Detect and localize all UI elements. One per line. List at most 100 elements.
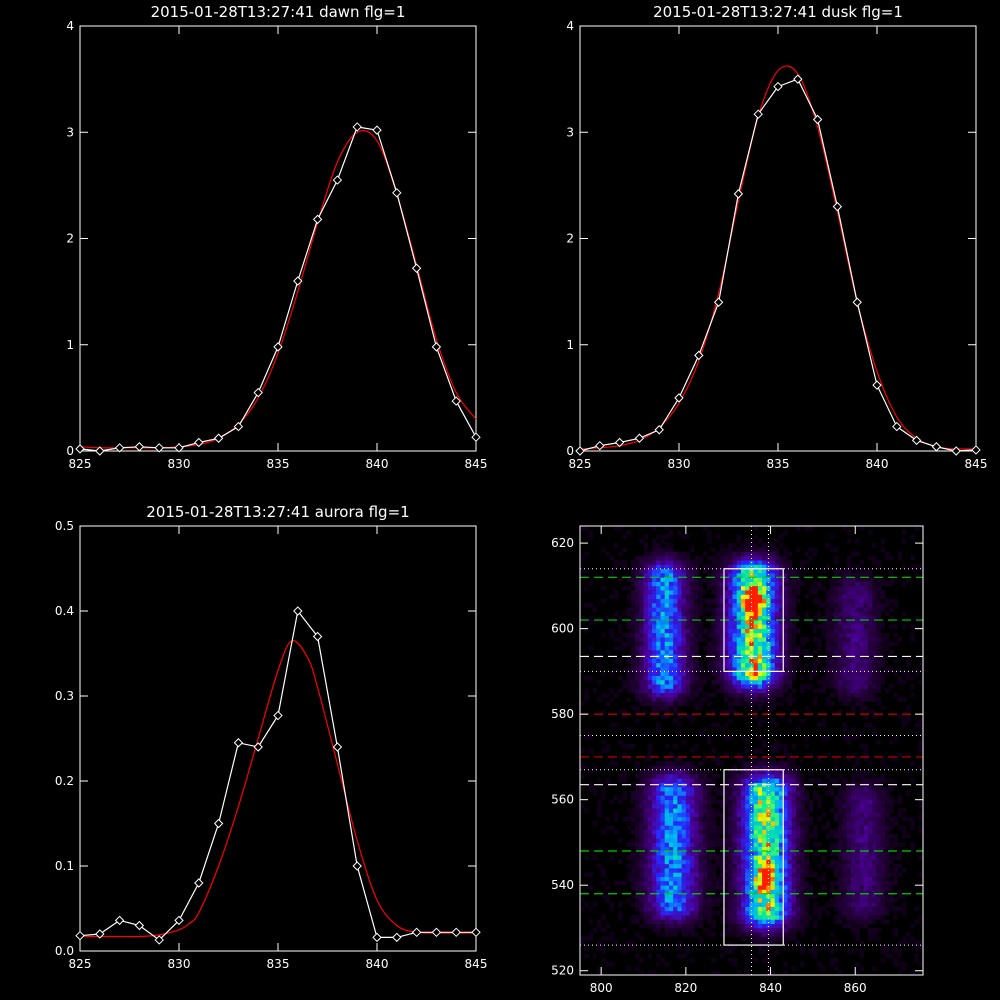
heatmap-cell xyxy=(622,611,627,617)
heatmap-cell xyxy=(740,842,746,848)
heatmap-cell xyxy=(588,731,593,736)
heatmap-cell xyxy=(855,889,860,895)
heatmap-cell xyxy=(698,833,704,839)
heatmap-cell xyxy=(613,692,619,698)
heatmap-cell xyxy=(762,850,767,856)
heatmap-cell xyxy=(723,778,729,783)
heatmap-cell xyxy=(749,889,754,895)
heatmap-cell xyxy=(740,573,746,578)
heatmap-cell xyxy=(736,885,742,890)
heatmap-cell xyxy=(745,893,750,899)
heatmap-cell xyxy=(863,876,869,882)
heatmap-cell xyxy=(859,791,865,796)
heatmap-cell xyxy=(630,915,636,920)
heatmap-cell xyxy=(825,863,831,869)
heatmap-cell xyxy=(719,594,725,599)
heatmap-cell xyxy=(800,868,805,873)
heatmap-cell xyxy=(681,863,687,869)
heatmap-cell xyxy=(651,564,657,570)
heatmap-cell xyxy=(673,594,678,599)
heatmap-cell xyxy=(876,667,881,672)
heatmap-cell xyxy=(867,722,873,728)
heatmap-cell xyxy=(685,602,691,608)
heatmap-cell xyxy=(918,739,924,745)
heatmap-cell xyxy=(851,774,856,779)
heatmap-cell xyxy=(893,842,898,848)
heatmap-cell xyxy=(719,846,725,852)
heatmap-cell xyxy=(838,876,843,882)
heatmap-cell xyxy=(901,624,907,629)
heatmap-cell xyxy=(812,850,818,856)
heatmap-cell xyxy=(732,850,737,856)
heatmap-cell xyxy=(685,846,691,852)
heatmap-cell xyxy=(681,803,687,809)
heatmap-cell xyxy=(698,701,704,706)
heatmap-cell xyxy=(732,816,737,822)
heatmap-cell xyxy=(753,697,759,702)
heatmap-cell xyxy=(643,585,649,591)
heatmap-cell xyxy=(702,803,708,809)
heatmap-cell xyxy=(643,774,649,779)
plot-frame xyxy=(579,525,924,976)
heatmap-cell xyxy=(719,650,725,655)
heatmap-cell xyxy=(677,585,682,591)
heatmap-cell xyxy=(690,816,695,822)
heatmap-cell xyxy=(677,667,682,672)
heatmap-cell xyxy=(694,872,699,877)
heatmap-cell xyxy=(842,679,848,685)
heatmap-cell xyxy=(685,641,691,647)
heatmap-cell xyxy=(651,671,657,676)
heatmap-cell xyxy=(690,581,695,587)
heatmap-cell xyxy=(838,624,843,629)
heatmap-cell xyxy=(715,859,721,865)
heatmap-cell xyxy=(728,658,733,664)
heatmap-cell xyxy=(757,940,763,946)
heatmap-cell xyxy=(821,722,826,728)
heatmap-cell xyxy=(753,620,759,625)
heatmap-cell xyxy=(656,761,661,766)
heatmap-cell xyxy=(753,808,759,813)
heatmap-cell xyxy=(795,598,801,604)
heatmap-cell xyxy=(690,628,695,634)
heatmap-cell xyxy=(736,628,742,634)
heatmap-cell xyxy=(842,692,848,698)
heatmap-cell xyxy=(719,885,725,890)
heatmap-cell xyxy=(723,859,729,865)
heatmap-cell xyxy=(723,838,729,843)
heatmap-cell xyxy=(897,667,903,672)
heatmap-cell xyxy=(694,786,699,792)
heatmap-cell xyxy=(664,803,670,809)
heatmap-cell xyxy=(791,872,797,877)
heatmap-cell xyxy=(736,872,742,877)
heatmap-cell xyxy=(779,910,784,916)
heatmap-cell xyxy=(732,808,737,813)
heatmap-cell xyxy=(728,590,733,595)
heatmap-cell xyxy=(851,726,856,732)
heatmap-cell xyxy=(673,581,678,587)
heatmap-cell xyxy=(774,577,780,582)
heatmap-cell xyxy=(711,645,716,651)
heatmap-cell xyxy=(664,816,670,822)
heatmap-cell xyxy=(601,709,606,715)
heatmap-cell xyxy=(906,791,911,796)
heatmap-cell xyxy=(846,632,852,638)
heatmap-cell xyxy=(635,560,640,565)
heatmap-cell xyxy=(677,671,682,676)
heatmap-cell xyxy=(673,825,678,830)
heatmap-cell xyxy=(584,936,589,942)
heatmap-cell xyxy=(872,624,877,629)
heatmap-cell xyxy=(664,923,670,929)
heatmap-cell xyxy=(745,538,750,544)
heatmap-cell xyxy=(876,581,881,587)
heatmap-cell xyxy=(647,795,653,800)
heatmap-cell xyxy=(643,688,649,694)
heatmap-cell xyxy=(740,868,746,873)
heatmap-cell xyxy=(834,803,839,809)
heatmap-cell xyxy=(673,632,678,638)
heatmap-cell xyxy=(867,821,873,826)
heatmap-cell xyxy=(757,735,763,741)
heatmap-cell xyxy=(855,855,860,860)
heatmap-cell xyxy=(838,671,843,676)
heatmap-cell xyxy=(635,902,640,907)
heatmap-cell xyxy=(651,585,657,591)
